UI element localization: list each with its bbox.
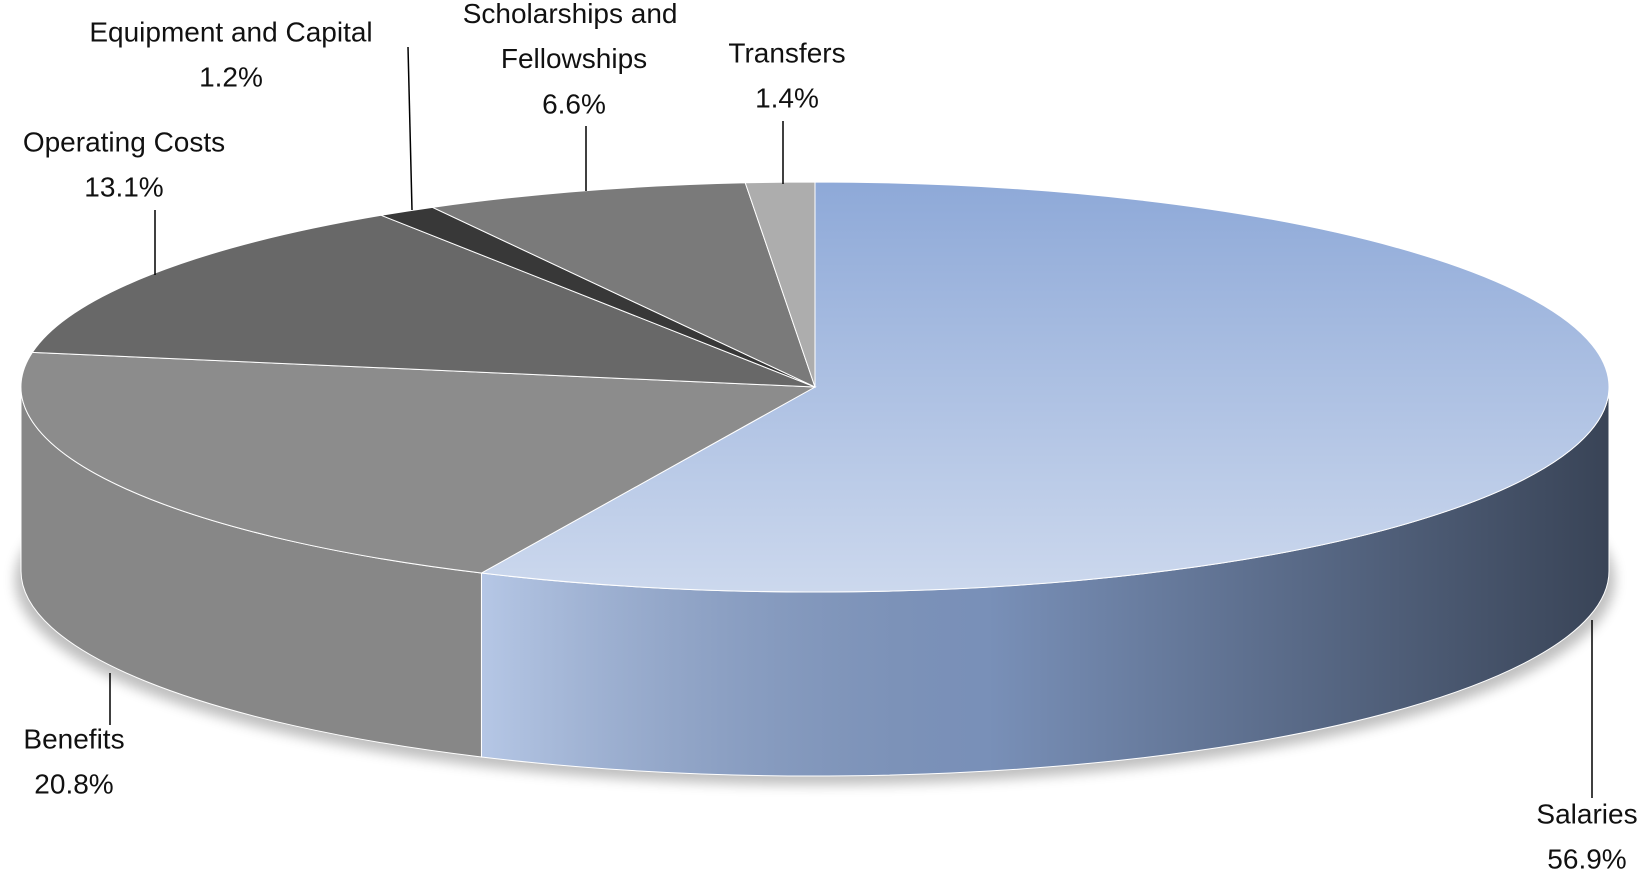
slice-value-label: 13.1%	[84, 171, 163, 202]
slice	[744, 181, 816, 388]
slice	[31, 214, 816, 388]
slice-side	[21, 387, 482, 758]
slice-value-label: 6.6%	[542, 88, 606, 119]
slice-label: Operating Costs	[23, 126, 225, 157]
slice-value-label: 56.9%	[1547, 843, 1626, 874]
slice-label: Benefits	[23, 723, 124, 754]
leader-line	[407, 46, 413, 211]
slice-shade	[481, 182, 1610, 592]
slice-value-label: 1.4%	[755, 82, 819, 113]
slice-label: Equipment and Capital	[89, 16, 372, 47]
slice	[430, 182, 816, 388]
slice-label: Transfers	[728, 37, 845, 68]
slice-value-label: 1.2%	[199, 61, 263, 92]
slice-label: Salaries	[1536, 798, 1637, 829]
slice	[20, 351, 817, 574]
slice-value-label: 20.8%	[34, 768, 113, 799]
slice-label: Scholarships and Fellowships	[463, 0, 686, 74]
